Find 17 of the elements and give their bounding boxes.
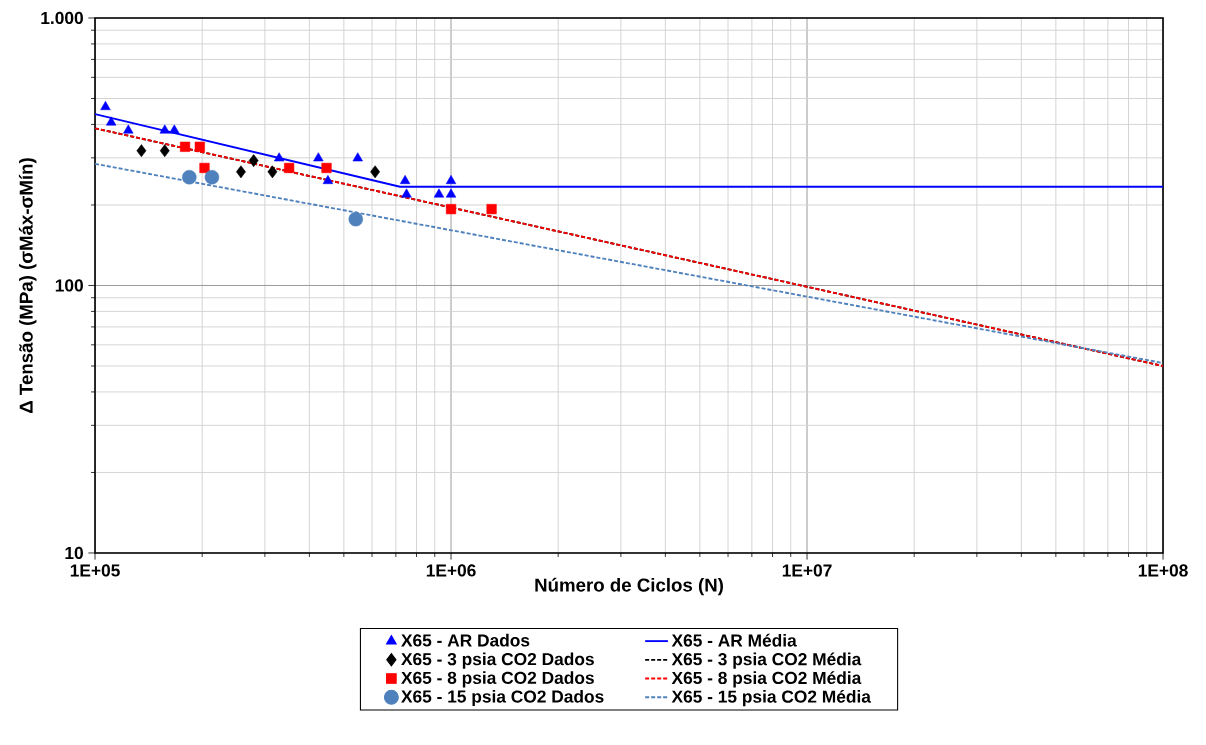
legend-label: X65 - 15 psia CO2 Dados [401, 689, 604, 707]
legend-label: X65 - 3 psia CO2 Dados [401, 652, 594, 669]
x-tick-label: 1E+08 [1138, 564, 1188, 577]
y-tick-label: 1.000 [41, 11, 83, 25]
y-axis-title: Δ Tensão (MPa) (σMáx-σMín) [18, 158, 37, 413]
y-tick-label: 10 [65, 546, 83, 560]
x-axis-title: Número de Ciclos (N) [535, 577, 723, 596]
x-tick-label: 1E+05 [70, 564, 120, 577]
legend-label: X65 - 8 psia CO2 Dados [401, 671, 594, 688]
legend-label: X65 - AR Dados [401, 633, 530, 647]
legend-label: X65 - AR Média [671, 633, 797, 647]
y-tick-label: 100 [55, 279, 83, 292]
x-tick-label: 1E+06 [426, 564, 476, 577]
x-tick-label: 1E+07 [782, 564, 832, 577]
legend-label: X65 - 8 psia CO2 Média [671, 671, 862, 688]
legend-label: X65 - 3 psia CO2 Média [671, 652, 862, 669]
legend-label: X65 - 15 psia CO2 Média [671, 689, 872, 707]
